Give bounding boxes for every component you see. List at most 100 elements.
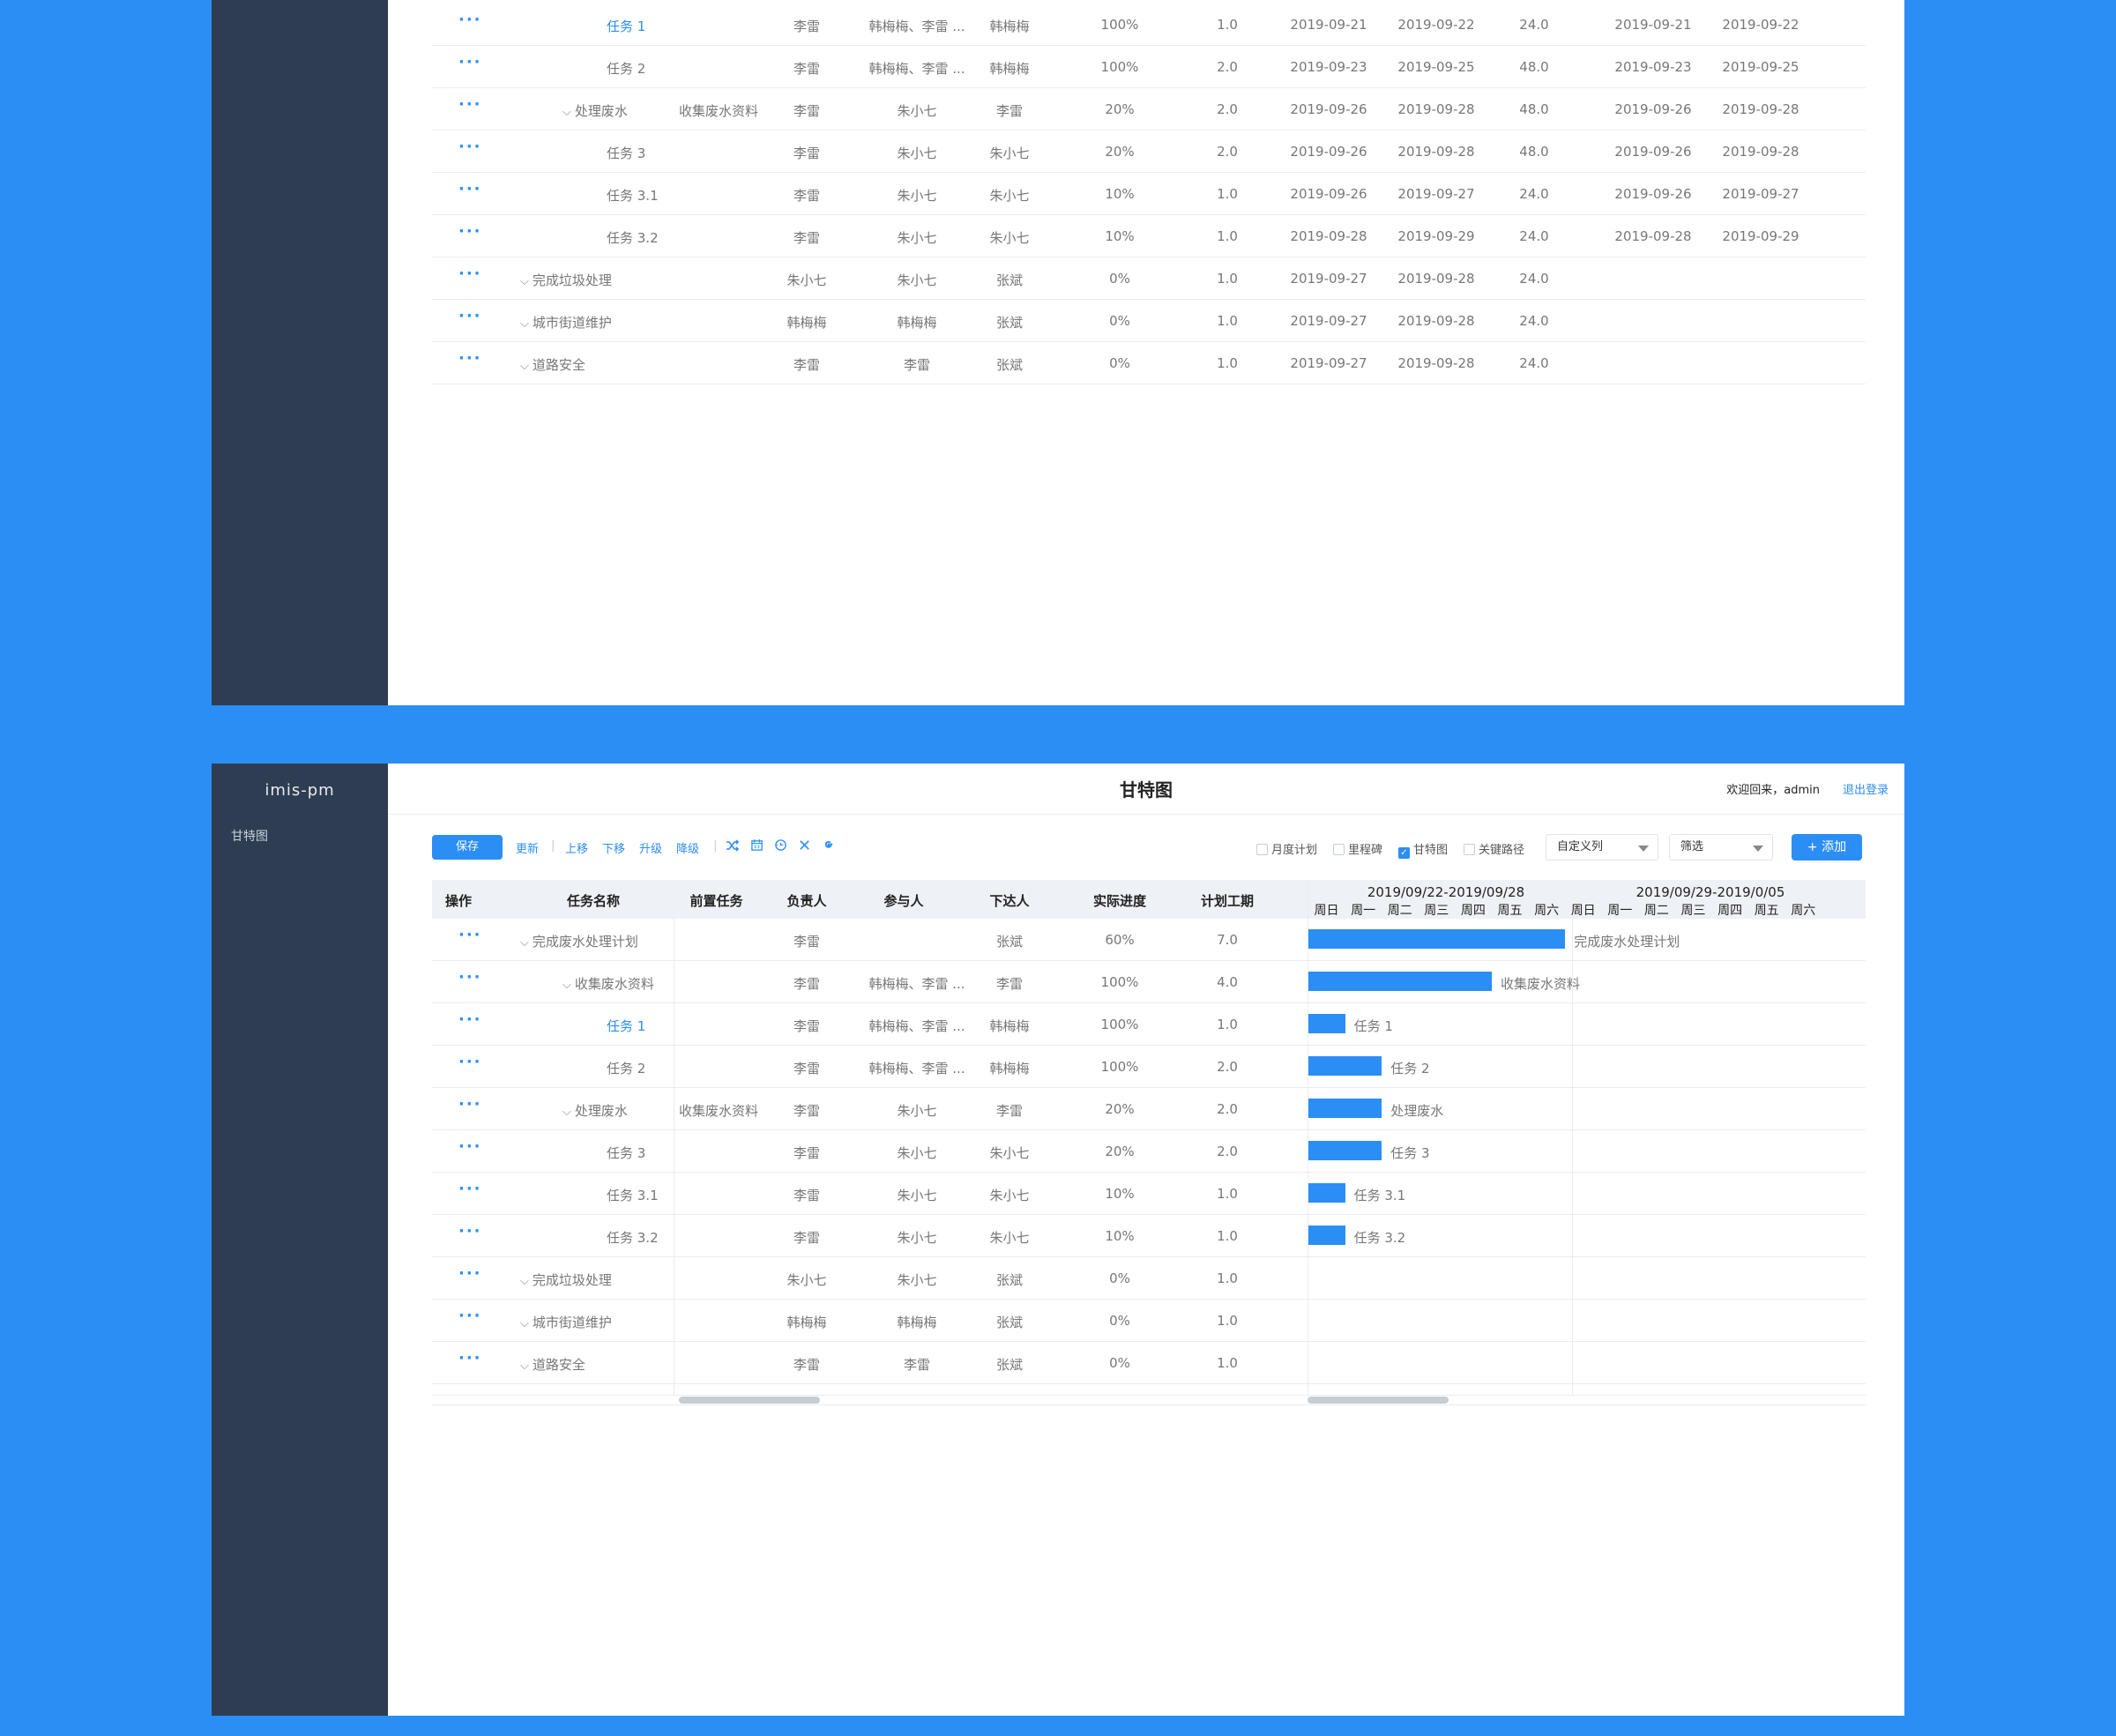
task-name[interactable]: 任务 1 <box>607 17 645 35</box>
task-name: ⌵ 处理废水 <box>563 1101 628 1120</box>
day-label: 周三 <box>1424 904 1449 918</box>
gantt-bar[interactable] <box>1308 1056 1382 1076</box>
task-name: ⌵ 完成垃圾处理 <box>520 271 612 289</box>
more-actions-icon[interactable]: ··· <box>458 180 482 198</box>
table-row: ··· 任务 1 李雷 韩梅梅、李雷 ... 韩梅梅 100% 1.0 2019-09-21 2… <box>432 4 1866 46</box>
chevron-down-icon[interactable]: ⌵ <box>563 1106 571 1119</box>
duration-cell: 1.0 <box>1217 1313 1238 1329</box>
chevron-down-icon[interactable]: ⌵ <box>520 317 529 331</box>
close-icon[interactable] <box>796 838 812 854</box>
more-actions-icon[interactable]: ··· <box>458 1222 482 1241</box>
chevron-down-icon[interactable]: ⌵ <box>520 1360 529 1373</box>
task-name-label: 任务 3.1 <box>607 188 659 204</box>
monthly-plan-checkbox[interactable]: 月度计划 <box>1256 840 1317 857</box>
sidebar: imis-pm 甘特图 <box>212 764 388 1716</box>
issuer-cell: 张斌 <box>995 315 1023 331</box>
refresh-link[interactable]: 更新 <box>516 843 540 856</box>
task-name-label[interactable]: 任务 1 <box>607 19 646 34</box>
custom-columns-select[interactable]: 自定义列 <box>1546 834 1658 861</box>
owner-cell: 李雷 <box>793 103 820 119</box>
filter-select[interactable]: 筛选 <box>1669 834 1773 861</box>
owner-cell: 李雷 <box>793 1357 820 1373</box>
progress-cell: 100% <box>1100 974 1139 990</box>
task-name: 任务 3 <box>607 144 645 162</box>
owner-cell: 李雷 <box>793 1188 820 1203</box>
more-actions-icon[interactable]: ··· <box>458 1349 482 1367</box>
gantt-bar[interactable] <box>1308 1183 1345 1203</box>
more-actions-icon[interactable]: ··· <box>458 1307 482 1325</box>
duration-cell: 1.0 <box>1217 17 1238 33</box>
chevron-down-icon[interactable]: ⌵ <box>520 275 529 288</box>
more-actions-icon[interactable]: ··· <box>458 11 482 29</box>
gantt-bar[interactable] <box>1308 1141 1382 1160</box>
gantt-bar[interactable] <box>1308 929 1566 949</box>
move-up-link[interactable]: 上移 <box>565 843 589 856</box>
more-actions-icon[interactable]: ··· <box>458 1095 482 1114</box>
plan-start-cell: 2019-09-26 <box>1290 101 1367 117</box>
actual-start-cell: 2019-09-23 <box>1614 59 1692 75</box>
task-name-label[interactable]: 任务 1 <box>607 1018 646 1034</box>
move-down-link[interactable]: 下移 <box>602 843 626 856</box>
more-actions-icon[interactable]: ··· <box>458 1053 482 1071</box>
chevron-down-icon[interactable]: ⌵ <box>520 1275 529 1288</box>
gantt-bar[interactable] <box>1308 1014 1345 1033</box>
add-button[interactable]: + 添加 <box>1792 834 1862 861</box>
gantt-checkbox[interactable]: ✓ 甘特图 <box>1398 840 1448 859</box>
chevron-down-icon[interactable]: ⌵ <box>520 936 529 950</box>
downgrade-link[interactable]: 降级 <box>676 843 700 856</box>
issuer-cell: 李雷 <box>995 1103 1023 1119</box>
more-actions-icon[interactable]: ··· <box>458 95 482 114</box>
more-actions-icon[interactable]: ··· <box>458 1180 482 1198</box>
more-actions-icon[interactable]: ··· <box>458 926 482 944</box>
plan-start-cell: 2019-09-23 <box>1290 59 1367 75</box>
logout-link[interactable]: 退出登录 <box>1842 784 1889 797</box>
day-label: 周四 <box>1717 904 1743 918</box>
day-label: 周二 <box>1643 904 1669 918</box>
participants-cell: 韩梅梅 <box>897 1315 937 1330</box>
plan-start-cell: 2019-09-26 <box>1290 186 1367 202</box>
actual-start-cell: 2019-09-26 <box>1614 101 1692 117</box>
more-actions-icon[interactable]: ··· <box>458 968 482 987</box>
more-actions-icon[interactable]: ··· <box>458 1264 482 1283</box>
gantt-bar[interactable] <box>1308 972 1492 991</box>
top-panel: ··· 任务 1 李雷 韩梅梅、李雷 ... 韩梅梅 100% 1.0 2019-09-21 2… <box>212 0 1904 705</box>
column-header-duration: 计划工期 <box>1200 893 1254 909</box>
more-actions-icon[interactable]: ··· <box>458 307 482 325</box>
chevron-down-icon[interactable]: ⌵ <box>520 1317 529 1330</box>
critical-path-checkbox[interactable]: 关键路径 <box>1464 840 1524 857</box>
task-name-label: 道路安全 <box>532 357 585 373</box>
chevron-down-icon[interactable]: ⌵ <box>563 106 571 119</box>
history-icon[interactable] <box>772 838 788 854</box>
milestone-checkbox[interactable]: 里程碑 <box>1333 840 1382 857</box>
chevron-down-icon[interactable]: ⌵ <box>520 360 529 373</box>
task-name: 任务 3.2 <box>607 1228 659 1247</box>
more-actions-icon[interactable]: ··· <box>458 349 482 368</box>
upgrade-link[interactable]: 升级 <box>639 843 663 856</box>
gantt-bar[interactable] <box>1308 1226 1345 1245</box>
gantt-scrollbar[interactable] <box>1308 1397 1449 1404</box>
table-scrollbar[interactable] <box>679 1397 820 1404</box>
more-actions-icon[interactable]: ··· <box>458 1137 482 1156</box>
gantt-bar[interactable] <box>1308 1099 1382 1118</box>
more-actions-icon[interactable]: ··· <box>458 53 482 71</box>
day-label: 周六 <box>1791 904 1816 918</box>
more-actions-icon[interactable]: ··· <box>458 222 482 241</box>
more-actions-icon[interactable]: ··· <box>458 1010 482 1029</box>
task-name-label: 道路安全 <box>532 1357 585 1373</box>
shuffle-icon[interactable] <box>725 838 741 854</box>
chevron-down-icon <box>1638 846 1649 852</box>
chevron-down-icon[interactable]: ⌵ <box>563 979 571 992</box>
actual-start-cell: 2019-09-26 <box>1614 186 1692 202</box>
google-icon[interactable] <box>820 838 836 854</box>
main-content: 甘特图 欢迎回来，admin 退出登录 保存 更新 | 上移 下移 升级 降级 … <box>388 764 1904 1716</box>
more-actions-icon[interactable]: ··· <box>458 264 482 283</box>
more-actions-icon[interactable]: ··· <box>458 138 482 156</box>
task-name-label: 任务 3 <box>607 1145 646 1161</box>
plan-start-cell: 2019-09-27 <box>1290 313 1367 329</box>
save-button[interactable]: 保存 <box>432 835 503 860</box>
owner-cell: 李雷 <box>793 1018 820 1034</box>
sidebar-item-gantt[interactable]: 甘特图 <box>231 830 268 844</box>
task-name[interactable]: 任务 1 <box>607 1017 645 1035</box>
task-name-label: 任务 3.1 <box>607 1188 659 1203</box>
calendar-icon[interactable] <box>749 838 764 854</box>
